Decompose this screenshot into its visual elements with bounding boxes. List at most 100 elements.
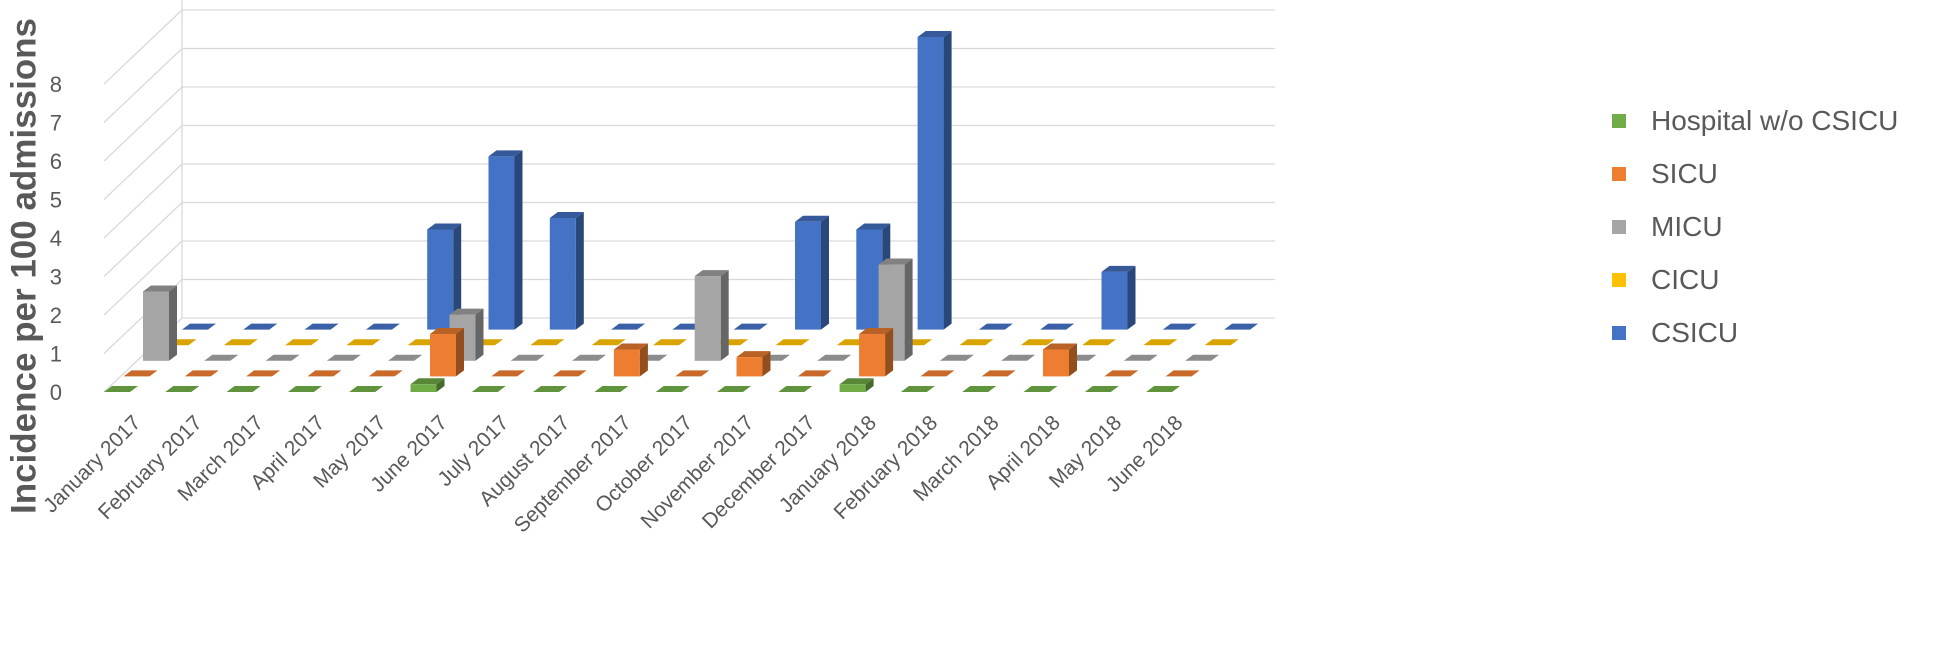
bar-zero-14-0: [962, 386, 997, 392]
legend-item: MICU: [1612, 200, 1898, 253]
bar-top-0-2: [143, 285, 177, 292]
bar-side-8-1: [639, 343, 648, 377]
legend-label: SICU: [1651, 157, 1718, 189]
gridline-side: [103, 163, 183, 239]
y-tick-label: 5: [50, 187, 62, 212]
bar-zero-13-3: [959, 339, 994, 346]
legend-item: CICU: [1612, 253, 1898, 306]
bar-zero-4-2: [388, 354, 423, 361]
legend-label: CICU: [1651, 263, 1720, 295]
bar-top-5-2: [449, 308, 484, 315]
bar-zero-6-3: [530, 339, 565, 346]
bar-zero-14-2: [1001, 354, 1036, 361]
bar-side-10-4: [821, 215, 829, 330]
bar-top-12-1: [859, 328, 894, 335]
bar-zero-9-0: [655, 386, 690, 392]
bar-zero-8-3: [652, 339, 687, 346]
bar-zero-1-1: [184, 370, 219, 377]
bar-11-4: [856, 229, 883, 330]
bar-side-12-1: [885, 328, 894, 377]
bar-top-5-4: [488, 150, 523, 157]
bar-zero-7-1: [552, 370, 587, 377]
bar-zero-16-4: [1162, 323, 1197, 330]
bar-top-12-4: [917, 31, 952, 37]
legend-item: Hospital w/o CSICU: [1612, 94, 1898, 147]
bar-5-4: [488, 156, 515, 330]
bar-zero-10-0: [717, 386, 751, 392]
bar-top-5-0: [410, 378, 445, 385]
y-tick-label: 4: [50, 226, 62, 251]
gridline-side: [103, 9, 183, 85]
bar-zero-17-4: [1224, 323, 1259, 330]
bar-zero-13-1: [920, 370, 955, 377]
legend-label: MICU: [1651, 210, 1723, 242]
bar-side-4-4: [453, 223, 462, 330]
legend-swatch: [1612, 272, 1626, 287]
gridline-side: [103, 240, 183, 316]
chart-legend: Hospital w/o CSICU SICU MICU CICU CSICU: [1612, 94, 1898, 359]
x-tick-label: February 2017: [94, 411, 207, 524]
y-tick-label: 2: [50, 303, 62, 328]
bar-zero-17-3: [1204, 339, 1239, 346]
chart-bars: [104, 31, 1259, 392]
bar-zero-0-4: [182, 323, 216, 330]
bar-zero-10-3: [775, 339, 810, 346]
bar-zero-16-1: [1104, 370, 1139, 377]
bar-0-2: [143, 291, 169, 361]
bar-10-4: [795, 221, 821, 330]
bar-side-9-2: [720, 270, 729, 361]
bar-zero-1-2: [204, 354, 239, 361]
bar-zero-0-0: [104, 386, 138, 392]
bar-10-1: [736, 357, 763, 377]
legend-label: Hospital w/o CSICU: [1651, 104, 1899, 136]
bar-zero-13-0: [900, 386, 935, 392]
bar-zero-15-3: [1082, 339, 1116, 346]
bar-5-1: [430, 334, 456, 377]
bar-side-0-2: [169, 285, 177, 361]
bar-side-12-0: [865, 378, 874, 392]
bar-5-0: [410, 384, 437, 392]
legend-item: SICU: [1612, 147, 1898, 200]
bar-side-5-2: [475, 308, 484, 361]
bar-top-8-1: [613, 343, 648, 350]
legend-label: CSICU: [1651, 316, 1739, 348]
bar-top-5-1: [430, 328, 464, 335]
bar-zero-15-0: [1023, 386, 1058, 392]
bar-zero-14-3: [1020, 339, 1055, 346]
bar-zero-17-0: [1146, 386, 1181, 392]
bar-4-4: [427, 229, 454, 330]
bar-zero-13-2: [939, 354, 974, 361]
bar-12-4: [917, 37, 944, 330]
gridline-side: [103, 86, 183, 162]
bar-zero-7-2: [572, 354, 607, 361]
bar-side-5-0: [436, 378, 445, 392]
chart-gridlines: [103, 0, 1275, 393]
bar-side-5-1: [456, 328, 464, 377]
y-tick-label: 1: [50, 341, 62, 366]
bar-top-12-0: [839, 378, 874, 385]
bar-zero-0-1: [123, 370, 158, 377]
bar-top-15-4: [1101, 265, 1136, 272]
bar-top-10-1: [736, 351, 771, 358]
bar-zero-13-4: [978, 323, 1013, 330]
y-tick-label: 6: [50, 149, 62, 174]
bar-zero-2-0: [226, 386, 261, 392]
bar-top-9-2: [694, 270, 729, 277]
legend-swatch: [1612, 325, 1626, 340]
bar-side-6-4: [575, 211, 584, 330]
legend-swatch: [1612, 219, 1626, 234]
bar-top-10-4: [795, 215, 829, 222]
bar-zero-8-0: [594, 386, 629, 392]
bar-zero-1-3: [223, 339, 258, 346]
bar-top-15-1: [1043, 343, 1077, 350]
bar-zero-11-1: [797, 370, 832, 377]
y-tick-label: 3: [50, 264, 62, 289]
bar-side-15-4: [1127, 265, 1136, 330]
bar-top-11-4: [856, 223, 891, 230]
gridline-side: [103, 48, 183, 123]
bar-zero-3-3: [346, 339, 381, 346]
x-tick-label: December 2017: [698, 411, 820, 533]
bar-zero-14-1: [981, 370, 1016, 377]
